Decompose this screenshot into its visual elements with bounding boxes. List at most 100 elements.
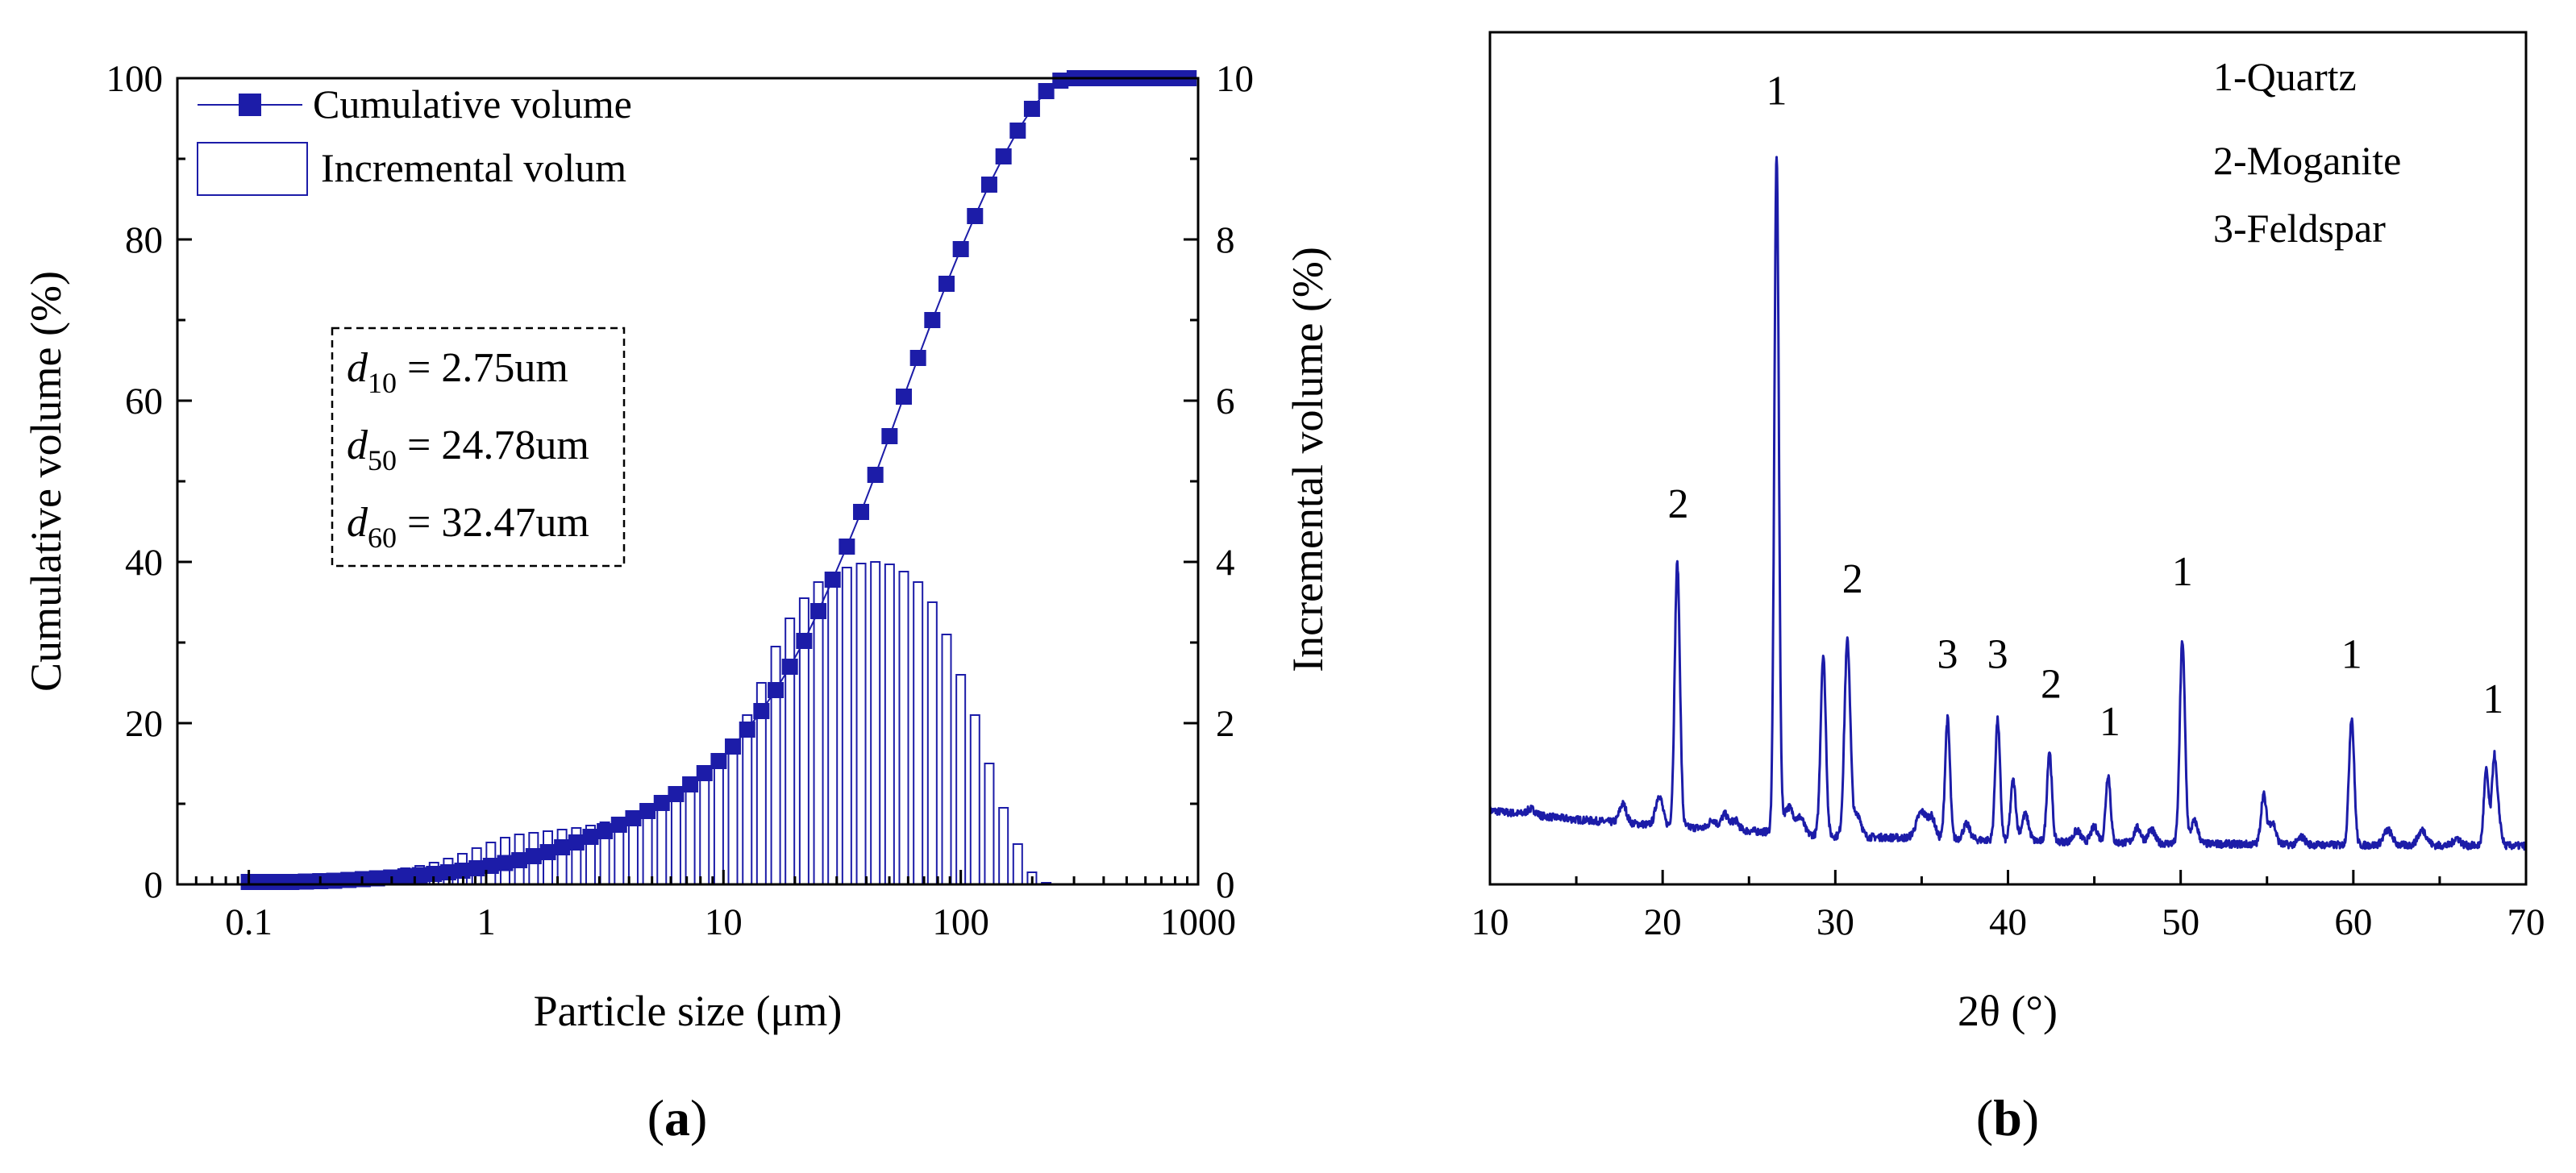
cumulative-marker (497, 855, 514, 871)
cumulative-marker (326, 872, 343, 889)
peak-label: 1 (2172, 549, 2193, 595)
cumulative-marker (368, 870, 385, 887)
cumulative-marker (639, 803, 656, 819)
cumulative-marker (938, 276, 955, 292)
cumulative-markers (240, 70, 1197, 890)
legend-moganite: 2-Moganite (2213, 138, 2401, 183)
cumulative-marker (454, 863, 471, 879)
x-axis-title-a: Particle size (μm) (534, 987, 843, 1035)
cumulative-marker (554, 839, 571, 855)
incremental-bar (841, 567, 852, 885)
x-axis-title-b: 2θ (°) (1958, 987, 2058, 1035)
incremental-bar (998, 807, 1009, 885)
incremental-bar (955, 674, 967, 885)
cumulative-marker (298, 873, 314, 890)
incremental-bar (742, 714, 753, 885)
incremental-bar (556, 829, 568, 885)
peak-label: 1 (2482, 676, 2503, 722)
y-right-tick-label: 0 (1216, 864, 1235, 906)
d-values-box-frame (331, 327, 626, 568)
x-axis-ticks-a: 0.1 1 10 100 1000 (176, 870, 1236, 943)
y-right-tick-label: 6 (1216, 381, 1235, 422)
incremental-bar (941, 634, 952, 885)
incremental-bar (642, 807, 653, 885)
x-tick-label: 70 (2507, 901, 2545, 943)
y-left-axis-ticks: 0 20 40 60 80 100 (106, 58, 192, 906)
peak-label: 1 (2100, 699, 2120, 745)
cumulative-marker (824, 572, 841, 588)
peak-label: 2 (1667, 481, 1688, 527)
peak-label: 3 (1987, 631, 2008, 677)
incremental-bar (884, 564, 895, 885)
cumulative-marker (653, 795, 670, 811)
cumulative-marker (439, 864, 456, 880)
cumulative-marker (810, 603, 827, 619)
y-right-axis-ticks: 0 2 4 6 8 10 (1184, 58, 1254, 906)
peak-label: 1 (2341, 631, 2362, 677)
x-tick-label: 10 (705, 901, 743, 943)
cumulative-marker (610, 817, 627, 833)
x-tick-label: 60 (2334, 901, 2372, 943)
y-left-axis-title: Cumulative volume (%) (22, 271, 70, 692)
peak-label: 2 (2041, 662, 2062, 708)
legend-label-incremental: Incremental volum (321, 145, 626, 190)
y-left-tick-label: 80 (125, 219, 163, 261)
cumulative-marker (839, 539, 855, 555)
cumulative-marker (725, 738, 742, 755)
plot-frame-a (176, 77, 1200, 886)
cumulative-marker (269, 874, 286, 890)
cumulative-marker (539, 844, 556, 860)
panel-label-a: (a) (647, 1089, 708, 1146)
d-values-box: d10 = 2.75um d50 = 24.78um d60 = 32.47um (331, 327, 626, 568)
cumulative-marker (597, 823, 614, 839)
legend-label-cumulative: Cumulative volume (313, 81, 632, 127)
cumulative-marker (1023, 101, 1040, 117)
legend-a: Cumulative volume Incremental volum (197, 81, 632, 196)
y-right-tick-label: 2 (1216, 703, 1235, 745)
peak-label: 3 (1937, 631, 1958, 677)
cumulative-marker (796, 633, 813, 649)
incremental-bar (898, 571, 909, 885)
d50-value: d50 = 24.78um (347, 422, 589, 476)
legend-quartz: 1-Quartz (2213, 54, 2357, 99)
y-right-tick-label: 8 (1216, 219, 1235, 261)
cumulative-marker (682, 776, 699, 792)
panel-a: 0.1 1 10 100 1000 0 20 40 60 80 100 0 2 4 6 8 10 Parti… (22, 58, 1332, 1146)
incremental-bar (984, 763, 995, 885)
cumulative-marker (568, 834, 585, 851)
x-tick-label: 20 (1644, 901, 1682, 943)
cumulative-marker (525, 848, 542, 864)
y-right-tick-label: 10 (1216, 58, 1254, 100)
incremental-bar (1012, 843, 1023, 885)
y-left-tick-label: 100 (106, 58, 164, 100)
x-axis-ticks-b: 10 20 30 40 50 60 70 (1471, 870, 2545, 943)
d10-value: d10 = 2.75um (347, 345, 568, 399)
y-left-tick-label: 0 (144, 864, 164, 906)
x-tick-label: 40 (1989, 901, 2027, 943)
incremental-bar (913, 581, 924, 885)
cumulative-marker (924, 312, 941, 328)
incremental-bar (870, 561, 881, 885)
incremental-bar (656, 801, 668, 885)
peak-label: 2 (1842, 556, 1863, 602)
cumulative-marker (625, 810, 642, 826)
cumulative-marker (952, 241, 969, 257)
y-left-tick-label: 40 (125, 542, 163, 584)
cumulative-marker (468, 860, 485, 876)
cumulative-marker (781, 659, 798, 675)
panel-label-b: (b) (1976, 1089, 2039, 1146)
cumulative-marker (426, 866, 443, 882)
y-left-tick-label: 60 (125, 381, 163, 422)
incremental-bars (243, 561, 1052, 885)
cumulative-marker (710, 753, 727, 769)
incremental-bar (926, 601, 938, 885)
cumulative-marker (739, 722, 755, 738)
x-tick-label: 1000 (1160, 901, 1236, 943)
x-tick-label: 0.1 (225, 901, 273, 943)
incremental-bar (784, 618, 796, 885)
cumulative-marker (255, 874, 272, 890)
cumulative-marker (867, 467, 884, 483)
incremental-bar (813, 581, 824, 885)
